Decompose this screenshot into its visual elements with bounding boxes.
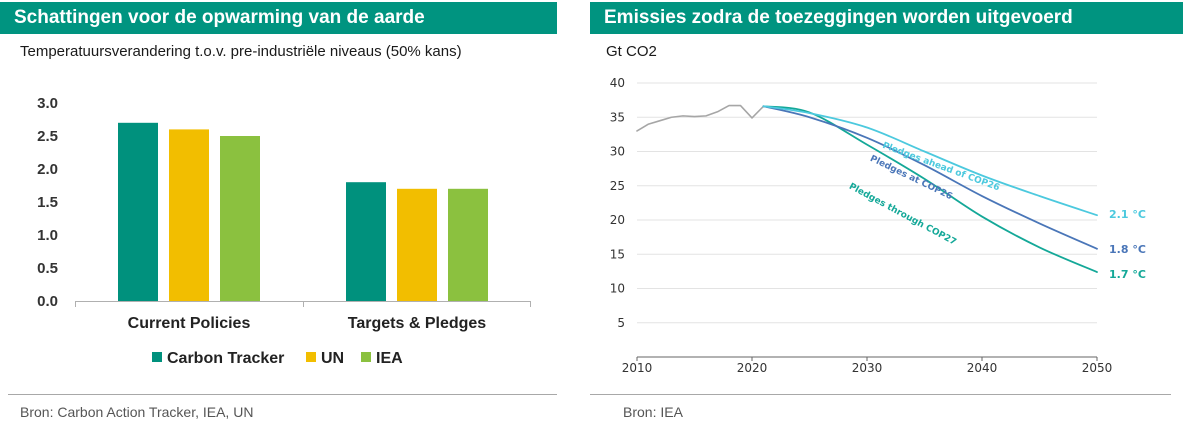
warming-title: Schattingen voor de opwarming van de aar… <box>0 2 557 34</box>
y-tick-label: 0.5 <box>37 260 58 277</box>
legend-label: IEA <box>376 350 403 367</box>
end-label: 2.1 °C <box>1109 208 1146 221</box>
bar-un-0 <box>169 129 209 301</box>
y-tick-label: 20 <box>610 213 625 227</box>
y-tick-label: 35 <box>610 110 625 124</box>
y-tick-label: 1.0 <box>37 227 58 244</box>
category-label: Current Policies <box>128 315 251 332</box>
y-tick-label: 0.0 <box>37 293 58 310</box>
series-line-historical <box>636 104 765 132</box>
right-source: Bron: IEA <box>623 404 683 420</box>
y-tick-label: 15 <box>610 247 625 261</box>
series-line-pledges-ahead-of-cop26 <box>762 105 1098 217</box>
bar-iea-0 <box>220 136 260 301</box>
y-tick-label: 25 <box>610 179 625 193</box>
category-label: Targets & Pledges <box>348 315 487 332</box>
warming-bar-chart: 0.0 0.5 1.0 1.5 2.0 2.5 3.0 Current Policies Tar… <box>37 95 531 367</box>
end-label: 1.8 °C <box>1109 243 1146 256</box>
legend-label: UN <box>321 350 344 367</box>
x-tick-label: 2030 <box>852 361 883 375</box>
legend-label: Carbon Tracker <box>167 350 284 367</box>
emissions-subtitle: Gt CO2 <box>606 43 657 60</box>
y-tick-label: 30 <box>610 145 625 159</box>
x-tick-label: 2010 <box>622 361 653 375</box>
y-tick-label: 3.0 <box>37 95 58 112</box>
emissions-title: Emissies zodra de toezeggingen worden ui… <box>590 2 1183 34</box>
left-source: Bron: Carbon Action Tracker, IEA, UN <box>20 404 254 420</box>
series-line-pledges-at-cop26 <box>762 105 1098 250</box>
x-tick-label: 2020 <box>737 361 768 375</box>
bar-iea-1 <box>448 188 488 301</box>
warming-panel: Schattingen voor de opwarming van de aar… <box>0 0 557 433</box>
bar-carbon-tracker-1 <box>346 182 386 301</box>
emissions-line-chart: 5 10 15 20 25 30 35 40 2010 2020 2030 2040 2050 1.7 °… <box>610 76 1146 375</box>
emissions-panel: Emissies zodra de toezeggingen worden ui… <box>590 0 1183 433</box>
y-tick-label: 10 <box>610 282 625 296</box>
right-divider <box>590 394 1171 395</box>
y-tick-label: 5 <box>617 316 625 330</box>
warming-subtitle: Temperatuursverandering t.o.v. pre-indus… <box>20 43 462 60</box>
y-tick-label: 40 <box>610 76 625 90</box>
y-tick-label: 2.0 <box>37 161 58 178</box>
legend-swatch <box>306 352 316 362</box>
x-tick-label: 2040 <box>967 361 998 375</box>
y-tick-label: 1.5 <box>37 194 58 211</box>
y-tick-label: 2.5 <box>37 128 58 145</box>
end-label: 1.7 °C <box>1109 268 1146 281</box>
left-divider <box>8 394 557 395</box>
bar-un-1 <box>397 188 437 301</box>
x-tick-label: 2050 <box>1082 361 1113 375</box>
legend-swatch <box>152 352 162 362</box>
legend-swatch <box>361 352 371 362</box>
bar-carbon-tracker-0 <box>118 122 158 301</box>
